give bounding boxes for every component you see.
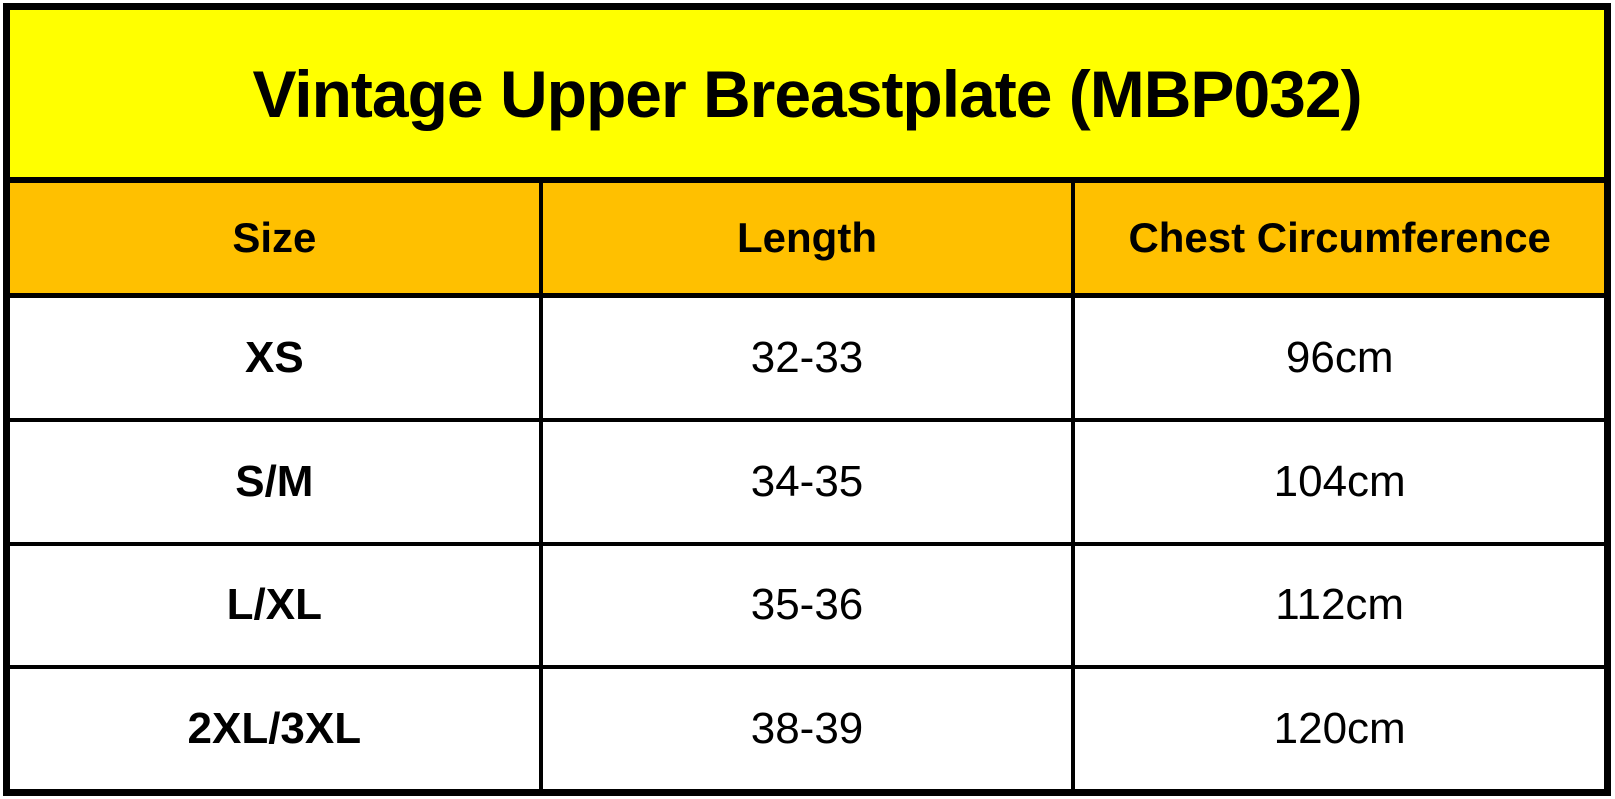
chest-value: 112cm <box>1275 580 1405 630</box>
size-value: XS <box>10 298 543 418</box>
chest-value: 104cm <box>1273 456 1406 506</box>
table-row: XS 32-33 96cm <box>10 298 1604 422</box>
length-value: 35-36 <box>543 545 1076 666</box>
title-band: Vintage Upper Breastplate (MBP032) <box>10 10 1604 183</box>
chest-value: 96cm <box>1285 332 1394 382</box>
size-value: S/M <box>10 421 543 542</box>
length-value: 38-39 <box>543 669 1076 789</box>
table-row: L/XL 35-36 112cm <box>10 545 1604 670</box>
chest-value: 120cm <box>1273 704 1406 754</box>
size-value: 2XL/3XL <box>10 669 543 789</box>
page-title: Vintage Upper Breastplate (MBP032) <box>252 56 1362 131</box>
length-value: 34-35 <box>543 421 1076 542</box>
table-header-row: Size Length Chest Circumference <box>10 183 1604 298</box>
column-header-size: Size <box>10 183 543 293</box>
table-row: S/M 34-35 104cm <box>10 421 1604 546</box>
size-value: L/XL <box>10 545 543 666</box>
table-row: 2XL/3XL 38-39 120cm <box>10 669 1604 789</box>
column-header-chest: Chest Circumference <box>1128 214 1551 261</box>
column-header-length: Length <box>543 183 1076 293</box>
length-value: 32-33 <box>543 298 1076 418</box>
size-chart-table: Vintage Upper Breastplate (MBP032) Size … <box>3 3 1611 796</box>
